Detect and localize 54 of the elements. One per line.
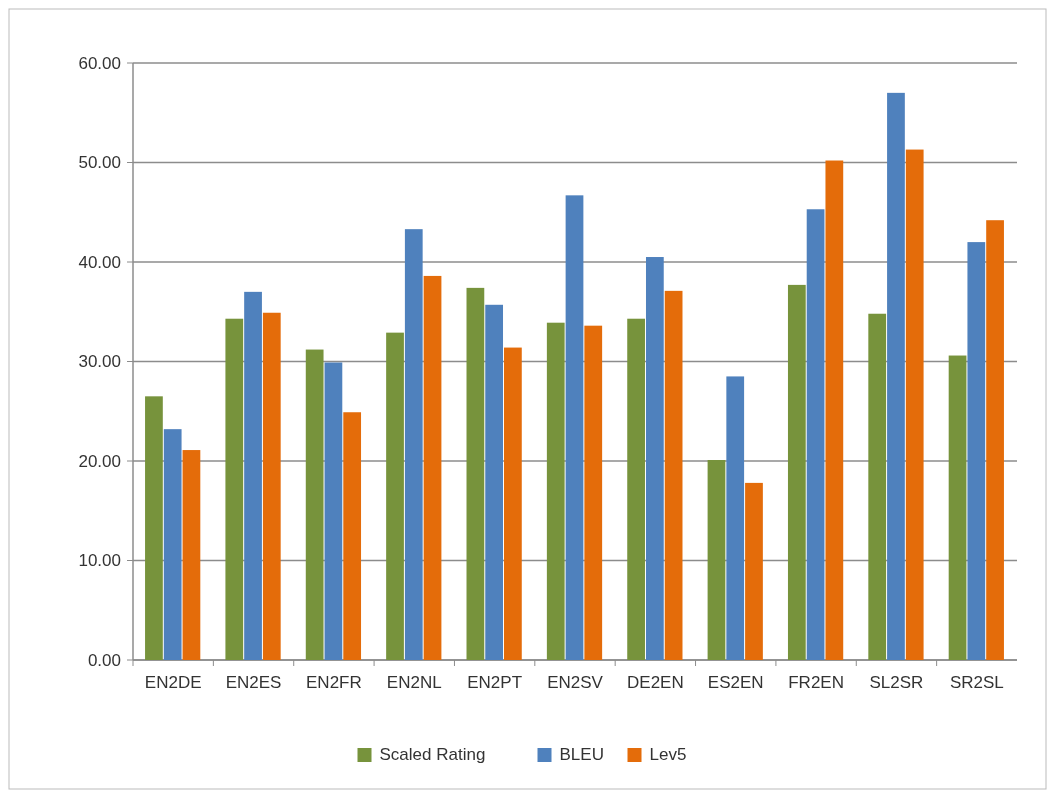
bar (584, 325, 603, 660)
bar (745, 482, 763, 660)
bar (324, 362, 343, 660)
x-tick-label: ES2EN (707, 673, 764, 692)
bar (343, 412, 362, 660)
bar (244, 291, 262, 660)
x-tick-label: DE2EN (627, 673, 684, 692)
bar (967, 242, 986, 660)
bar (664, 290, 683, 660)
legend-label: Scaled Rating (379, 745, 486, 764)
bar (565, 195, 584, 660)
bar (423, 275, 442, 660)
bar (868, 313, 887, 660)
bar (404, 229, 423, 660)
x-tick-label: EN2PT (467, 673, 523, 692)
bar (905, 149, 924, 660)
x-tick-label: SR2SL (949, 673, 1004, 692)
bar (726, 376, 745, 660)
bar (825, 160, 844, 660)
legend-label: Lev5 (649, 745, 687, 764)
y-tick-label: 60.00 (78, 53, 121, 73)
x-tick-label: EN2DE (144, 673, 202, 692)
bar (948, 355, 967, 660)
bar (707, 460, 726, 660)
y-tick-label: 10.00 (78, 551, 121, 571)
bar (225, 318, 244, 660)
bar (386, 332, 404, 660)
x-tick-label: EN2SV (547, 673, 604, 692)
x-tick-label: EN2FR (306, 673, 362, 692)
y-tick-label: 0.00 (87, 650, 121, 670)
bar (986, 220, 1004, 660)
x-tick-label: FR2EN (788, 673, 844, 692)
bar (305, 349, 324, 660)
bar (163, 429, 182, 660)
bar (466, 287, 485, 660)
y-tick-label: 30.00 (78, 352, 121, 372)
y-tick-label: 20.00 (78, 451, 121, 471)
x-tick-label: EN2NL (386, 673, 442, 692)
y-tick-label: 50.00 (78, 153, 121, 173)
bar (787, 284, 806, 660)
x-tick-label: SL2SR (869, 673, 924, 692)
bar (546, 322, 565, 660)
bar (504, 347, 522, 660)
bar (182, 450, 201, 660)
bar (887, 92, 905, 660)
bar (485, 304, 504, 660)
bar (262, 312, 281, 660)
x-tick-label: EN2ES (225, 673, 282, 692)
y-tick-label: 40.00 (78, 252, 121, 272)
bar (627, 318, 645, 660)
legend-label: BLEU (559, 745, 604, 764)
bar (645, 257, 664, 660)
bar (806, 209, 825, 660)
bar (145, 396, 163, 660)
